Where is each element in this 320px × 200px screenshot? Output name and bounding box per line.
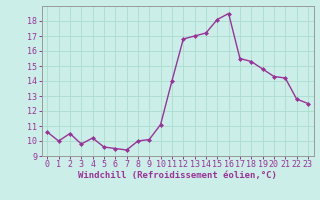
X-axis label: Windchill (Refroidissement éolien,°C): Windchill (Refroidissement éolien,°C) xyxy=(78,171,277,180)
